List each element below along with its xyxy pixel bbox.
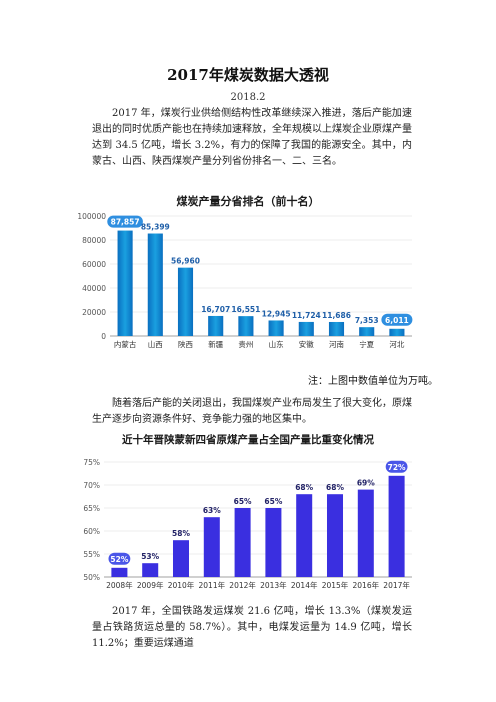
data-label: 63% (203, 506, 221, 515)
data-label: 68% (326, 483, 344, 492)
data-label: 56,960 (171, 257, 200, 266)
data-label: 16,551 (231, 305, 260, 314)
data-label: 58% (172, 529, 190, 538)
chart1-title: 煤炭产量分省排名（前十名） (176, 195, 320, 208)
bar (117, 230, 133, 336)
data-label: 65% (234, 497, 252, 506)
bar (268, 320, 284, 336)
y-tick-label: 40000 (82, 284, 106, 293)
chart1-unit-note: 注：上图中数值单位为万吨。 (308, 376, 438, 387)
data-label: 6,011 (385, 316, 409, 325)
y-tick-label: 100000 (77, 212, 106, 221)
x-tick-label: 2015年 (322, 580, 349, 590)
bar (296, 494, 313, 577)
bar (177, 267, 194, 336)
x-tick-label: 2009年 (137, 580, 164, 590)
data-label-badge (108, 552, 131, 565)
x-tick-label: 2011年 (199, 580, 226, 590)
bar (238, 316, 254, 336)
data-label: 85,399 (141, 223, 170, 232)
x-tick-label: 2010年 (168, 580, 195, 590)
x-tick-label: 2012年 (229, 580, 256, 590)
x-tick-label: 山东 (269, 339, 284, 349)
y-tick-label: 75% (83, 458, 100, 467)
x-tick-label: 2014年 (291, 580, 318, 590)
x-tick-label: 内蒙古 (114, 339, 137, 349)
layout-paragraph: 随着落后产能的关闭退出，我国煤炭产业布局发生了很大变化，原煤生产逐步向资源条件好… (92, 398, 412, 425)
data-label: 65% (264, 497, 282, 506)
data-label: 52% (110, 555, 128, 564)
bar (265, 508, 282, 577)
x-tick-label: 山西 (148, 339, 163, 349)
bar (298, 321, 314, 336)
bar (328, 321, 345, 336)
bar (147, 233, 163, 336)
data-label: 12,945 (262, 309, 291, 318)
bar (359, 327, 375, 336)
y-tick-label: 20000 (82, 308, 106, 317)
y-tick-label: 80000 (82, 236, 106, 245)
intro-paragraph: 2017 年，煤炭行业供给侧结构性改革继续深入推进，落后产能加速退出的同时优质产… (92, 108, 412, 167)
x-tick-label: 贵州 (238, 339, 253, 349)
x-tick-label: 2017年 (383, 580, 410, 590)
x-tick-label: 新疆 (208, 339, 223, 349)
bar (208, 315, 224, 336)
bar (111, 567, 128, 577)
x-tick-label: 2013年 (260, 580, 287, 590)
data-label: 72% (388, 463, 406, 472)
bar (142, 563, 159, 577)
y-tick-label: 60000 (82, 260, 106, 269)
y-tick-label: 65% (83, 504, 100, 513)
chart2-title: 近十年晋陕蒙新四省原煤产量占全国产量比重变化情况 (122, 434, 374, 446)
x-tick-label: 安徽 (299, 339, 314, 349)
x-tick-label: 2016年 (353, 580, 380, 590)
x-tick-label: 河南 (329, 339, 344, 349)
data-label: 7,353 (355, 316, 379, 325)
bar (326, 494, 344, 577)
x-tick-label: 2008年 (106, 580, 133, 590)
document-date: 2018.2 (230, 92, 266, 103)
data-label: 68% (295, 483, 313, 492)
data-label: 69% (357, 479, 375, 488)
data-label: 11,686 (322, 311, 351, 320)
bar (203, 517, 220, 577)
data-label-badge (385, 460, 408, 473)
data-label: 53% (141, 552, 159, 561)
x-tick-label: 河北 (389, 340, 404, 349)
data-label: 87,857 (111, 218, 140, 227)
y-tick-label: 60% (83, 527, 100, 536)
data-label-badge (107, 215, 143, 228)
data-label: 16,707 (201, 305, 230, 314)
y-tick-label: 50% (83, 573, 100, 582)
document-title: 2017年煤炭数据大透视 (167, 66, 329, 84)
x-tick-label: 宁夏 (359, 339, 374, 349)
y-tick-label: 70% (83, 481, 100, 490)
x-tick-label: 陕西 (178, 339, 193, 349)
data-label-badge (381, 313, 413, 326)
bar (234, 508, 251, 577)
railway-paragraph: 2017 年，全国铁路发运煤炭 21.6 亿吨，增长 13.3%（煤炭发运量占铁… (92, 606, 412, 649)
data-label: 11,724 (292, 311, 321, 320)
bar (388, 475, 405, 577)
y-tick-label: 0 (101, 332, 106, 341)
bar (172, 540, 190, 577)
bar (389, 328, 405, 336)
y-tick-label: 55% (83, 550, 100, 559)
bar (357, 489, 374, 577)
